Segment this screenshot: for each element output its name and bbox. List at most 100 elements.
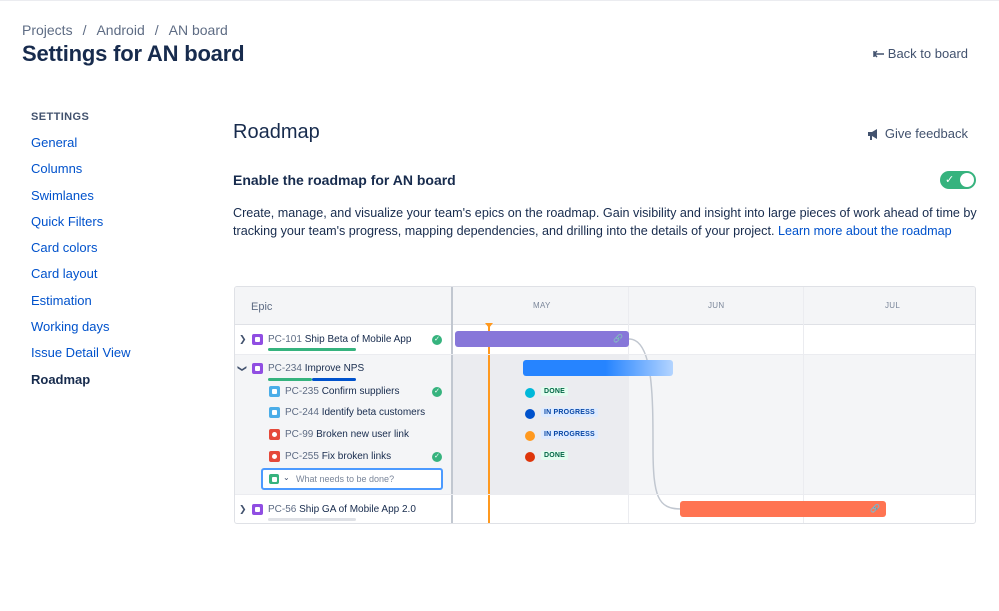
avatar [525, 452, 535, 462]
epic-row-pc-101[interactable]: PC-101 Ship Beta of Mobile App [268, 334, 485, 345]
issue-row-pc-235[interactable]: PC-235 Confirm suppliers [285, 386, 502, 397]
issue-key: PC-56 [268, 504, 297, 515]
epic-bar-pc-101[interactable]: 🔗 [455, 331, 629, 347]
row-divider [235, 354, 975, 355]
epic-icon [252, 363, 263, 374]
roadmap-preview: Epic MAY JUN JUL 🔗 🔗 DONE IN PROGRESS [234, 286, 976, 524]
month-gridline [628, 287, 629, 523]
issue-row-pc-99[interactable]: PC-99 Broken new user link [285, 429, 502, 440]
epic-row-pc-56[interactable]: PC-56 Ship GA of Mobile App 2.0 [268, 504, 485, 515]
epic-row-pc-234[interactable]: PC-234 Improve NPS [268, 363, 485, 374]
story-icon [269, 474, 279, 484]
task-icon [269, 407, 280, 418]
sidebar-item-card-layout[interactable]: Card layout [31, 266, 98, 282]
status-badge: DONE [541, 451, 569, 460]
issue-key: PC-255 [285, 451, 319, 462]
issue-key: PC-234 [268, 363, 302, 374]
check-icon: ✓ [945, 174, 955, 186]
dependency-line [628, 338, 682, 510]
month-jun: JUN [708, 301, 725, 310]
bug-icon [269, 429, 280, 440]
learn-more-link[interactable]: Learn more about the roadmap [777, 223, 952, 238]
create-issue-input[interactable]: ⌄ What needs to be done? [261, 468, 443, 490]
description-text: Create, manage, and visualize your team'… [233, 206, 977, 238]
roadmap-timeline: MAY JUN JUL 🔗 🔗 DONE IN PROGRESS IN PROG… [453, 287, 975, 523]
sidebar-item-working-days[interactable]: Working days [31, 319, 110, 335]
task-icon [269, 386, 280, 397]
chevron-down-icon[interactable]: ❯ [237, 364, 248, 373]
create-issue-placeholder: What needs to be done? [296, 474, 395, 484]
chevron-right-icon[interactable]: ❯ [239, 504, 247, 514]
give-feedback-label: Give feedback [884, 126, 968, 141]
epic-bar-pc-234[interactable] [523, 360, 673, 376]
timeline-header [453, 287, 975, 325]
toggle-knob [960, 173, 974, 187]
bug-icon [269, 451, 280, 462]
issue-title: Fix broken links [321, 451, 392, 462]
page-title: Settings for AN board [22, 41, 245, 66]
back-to-board-label: Back to board [887, 46, 968, 61]
issue-title: Broken new user link [316, 429, 409, 440]
avatar [525, 388, 535, 398]
arrow-left-icon [873, 49, 884, 58]
roadmap-description: Create, manage, and visualize your team'… [233, 205, 978, 240]
status-badge: IN PROGRESS [541, 408, 598, 417]
issue-row-pc-244[interactable]: PC-244 Identify beta customers [285, 407, 502, 418]
month-highlight [453, 354, 628, 494]
issue-key: PC-244 [285, 407, 319, 418]
month-gridline [803, 287, 804, 523]
give-feedback-button[interactable]: Give feedback [866, 126, 968, 141]
breadcrumb-an-board[interactable]: AN board [168, 22, 228, 38]
roadmap-epic-column: Epic [235, 287, 452, 523]
breadcrumb-separator: / [82, 22, 87, 38]
done-check-icon: ✓ [432, 452, 442, 462]
progress-bar [268, 518, 356, 521]
sidebar-item-issue-detail-view[interactable]: Issue Detail View [31, 345, 131, 361]
month-jul: JUL [885, 301, 901, 310]
epic-icon [252, 504, 263, 515]
today-marker [485, 323, 493, 328]
megaphone-icon [867, 128, 877, 140]
sidebar-heading: SETTINGS [31, 111, 90, 123]
today-line [488, 325, 490, 523]
breadcrumb: Projects / Android / AN board [22, 22, 228, 38]
sidebar-item-card-colors[interactable]: Card colors [31, 240, 98, 256]
sidebar-item-quick-filters[interactable]: Quick Filters [31, 213, 104, 229]
enable-roadmap-toggle[interactable]: ✓ [940, 171, 976, 189]
section-title: Roadmap [233, 121, 320, 143]
issue-title: Ship Beta of Mobile App [304, 334, 412, 345]
sidebar-item-roadmap[interactable]: Roadmap [31, 371, 91, 387]
chevron-down-icon[interactable]: ⌄ [283, 473, 290, 482]
avatar [525, 409, 535, 419]
sidebar-item-columns[interactable]: Columns [31, 161, 83, 177]
row-divider [235, 494, 975, 495]
breadcrumb-separator: / [154, 22, 159, 38]
breadcrumb-projects[interactable]: Projects [22, 22, 73, 38]
issue-key: PC-101 [268, 334, 302, 345]
done-check-icon: ✓ [432, 387, 442, 397]
issue-row-pc-255[interactable]: PC-255 Fix broken links [285, 451, 502, 462]
done-check-icon: ✓ [432, 335, 442, 345]
sidebar-item-swimlanes[interactable]: Swimlanes [31, 187, 94, 203]
issue-title: Confirm suppliers [321, 386, 400, 397]
avatar [525, 431, 535, 441]
breadcrumb-android[interactable]: Android [96, 22, 145, 38]
sidebar-item-general[interactable]: General [31, 135, 78, 150]
epic-column-header: Epic [235, 287, 452, 325]
epic-bar-pc-56[interactable]: 🔗 [680, 501, 886, 517]
epic-icon [252, 334, 263, 345]
progress-bar-in-progress [312, 378, 356, 381]
column-divider [451, 287, 453, 523]
back-to-board-link[interactable]: Back to board [873, 46, 968, 61]
sidebar-item-estimation[interactable]: Estimation [31, 292, 92, 308]
month-may: MAY [533, 301, 551, 310]
settings-sidebar: SETTINGS General Columns Swimlanes Quick… [31, 111, 201, 398]
progress-bar-done [268, 378, 312, 381]
status-badge: DONE [541, 387, 569, 396]
chevron-right-icon[interactable]: ❯ [239, 334, 247, 344]
issue-title: Ship GA of Mobile App 2.0 [299, 504, 416, 515]
progress-bar [268, 348, 356, 351]
link-icon: 🔗 [613, 334, 623, 343]
enable-roadmap-label: Enable the roadmap for AN board [233, 172, 456, 188]
issue-title: Improve NPS [304, 363, 365, 374]
